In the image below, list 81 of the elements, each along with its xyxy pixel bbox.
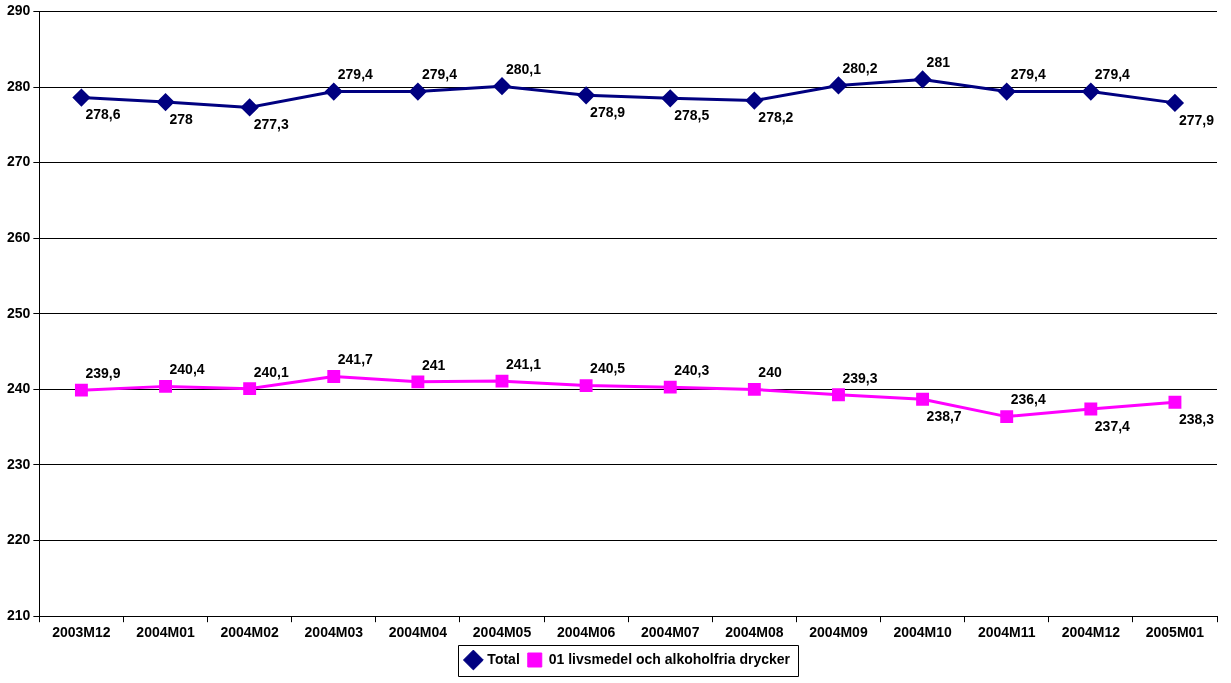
x-tick-label: 2004M08	[725, 624, 784, 641]
point	[241, 98, 259, 116]
x-tick-label: 2004M05	[472, 624, 532, 641]
point	[409, 83, 427, 101]
point	[493, 77, 511, 95]
point	[243, 382, 257, 396]
data-label: 240,5	[590, 360, 626, 377]
data-label: 239,3	[842, 369, 878, 386]
y-tick-label: 240	[7, 380, 31, 397]
y-tick-label: 210	[7, 607, 31, 624]
x-tick-label: 2004M10	[893, 624, 952, 641]
data-label: 236,4	[1010, 391, 1046, 408]
point	[72, 89, 90, 107]
point	[327, 370, 341, 383]
point	[916, 392, 930, 406]
point	[159, 379, 172, 393]
y-tick-label: 280	[7, 77, 31, 94]
data-label: 279,4	[1094, 66, 1131, 83]
point	[1168, 395, 1182, 409]
data-label: 280,1	[506, 61, 542, 78]
data-label: 278	[169, 110, 194, 127]
x-tick-label: 2004M07	[641, 624, 700, 641]
x-tick-label: 2004M01	[136, 624, 195, 641]
data-label: 278,5	[674, 107, 710, 124]
point	[998, 83, 1016, 101]
y-tick-label: 250	[7, 304, 31, 321]
point	[1166, 94, 1184, 112]
point	[495, 374, 509, 388]
legend-label: Total	[487, 650, 520, 667]
point	[74, 383, 88, 397]
x-tick-label: 2003M12	[52, 624, 111, 641]
data-label: 277,9	[1178, 111, 1215, 128]
x-tick-label: 2004M09	[809, 624, 868, 641]
y-tick-label: 220	[7, 531, 31, 548]
data-label: 281	[926, 54, 951, 71]
point	[745, 92, 763, 110]
point	[157, 93, 175, 111]
point	[661, 89, 679, 107]
data-label: 241,7	[337, 351, 374, 368]
y-tick-label: 260	[7, 229, 31, 246]
point	[325, 83, 343, 101]
y-tick-label: 290	[7, 2, 31, 19]
data-label: 240,3	[674, 361, 710, 378]
data-label: 278,2	[758, 109, 794, 126]
legend-label: 01 livsmedel och alkoholfria drycker	[548, 650, 791, 667]
data-label: 240	[758, 364, 782, 381]
data-label: 238,7	[926, 408, 962, 425]
x-tick-label: 2004M11	[977, 624, 1036, 641]
point	[579, 379, 593, 393]
x-tick-label: 2004M06	[556, 624, 616, 641]
data-label: 238,3	[1178, 411, 1215, 428]
x-tick-label: 2004M04	[388, 624, 448, 641]
data-label: 279,4	[1010, 66, 1046, 83]
data-label: 240,1	[253, 363, 289, 380]
data-label: 280,2	[842, 60, 878, 77]
point	[829, 76, 847, 94]
data-label: 237,4	[1094, 417, 1131, 434]
point	[1000, 410, 1014, 424]
data-label: 278,6	[85, 106, 121, 123]
point	[577, 86, 595, 104]
y-tick-label: 270	[7, 153, 31, 170]
point	[1082, 83, 1100, 101]
point	[832, 388, 845, 402]
x-tick-label: 2005M01	[1145, 624, 1205, 641]
x-tick-label: 2004M02	[220, 624, 280, 641]
data-label: 240,4	[169, 361, 205, 378]
data-label: 279,4	[421, 66, 458, 83]
data-label: 277,3	[253, 116, 289, 133]
data-label: 278,9	[590, 104, 626, 121]
point	[663, 380, 677, 394]
data-label: 239,9	[85, 365, 121, 382]
point	[914, 70, 932, 88]
data-label: 279,4	[337, 66, 374, 83]
x-tick-label: 2004M12	[1061, 624, 1121, 641]
point	[1084, 402, 1098, 416]
x-tick-label: 2004M03	[304, 624, 364, 641]
point	[747, 382, 761, 396]
data-label: 241,1	[506, 355, 542, 372]
y-tick-label: 230	[7, 455, 31, 472]
data-label: 241	[421, 356, 446, 373]
point	[411, 375, 425, 389]
